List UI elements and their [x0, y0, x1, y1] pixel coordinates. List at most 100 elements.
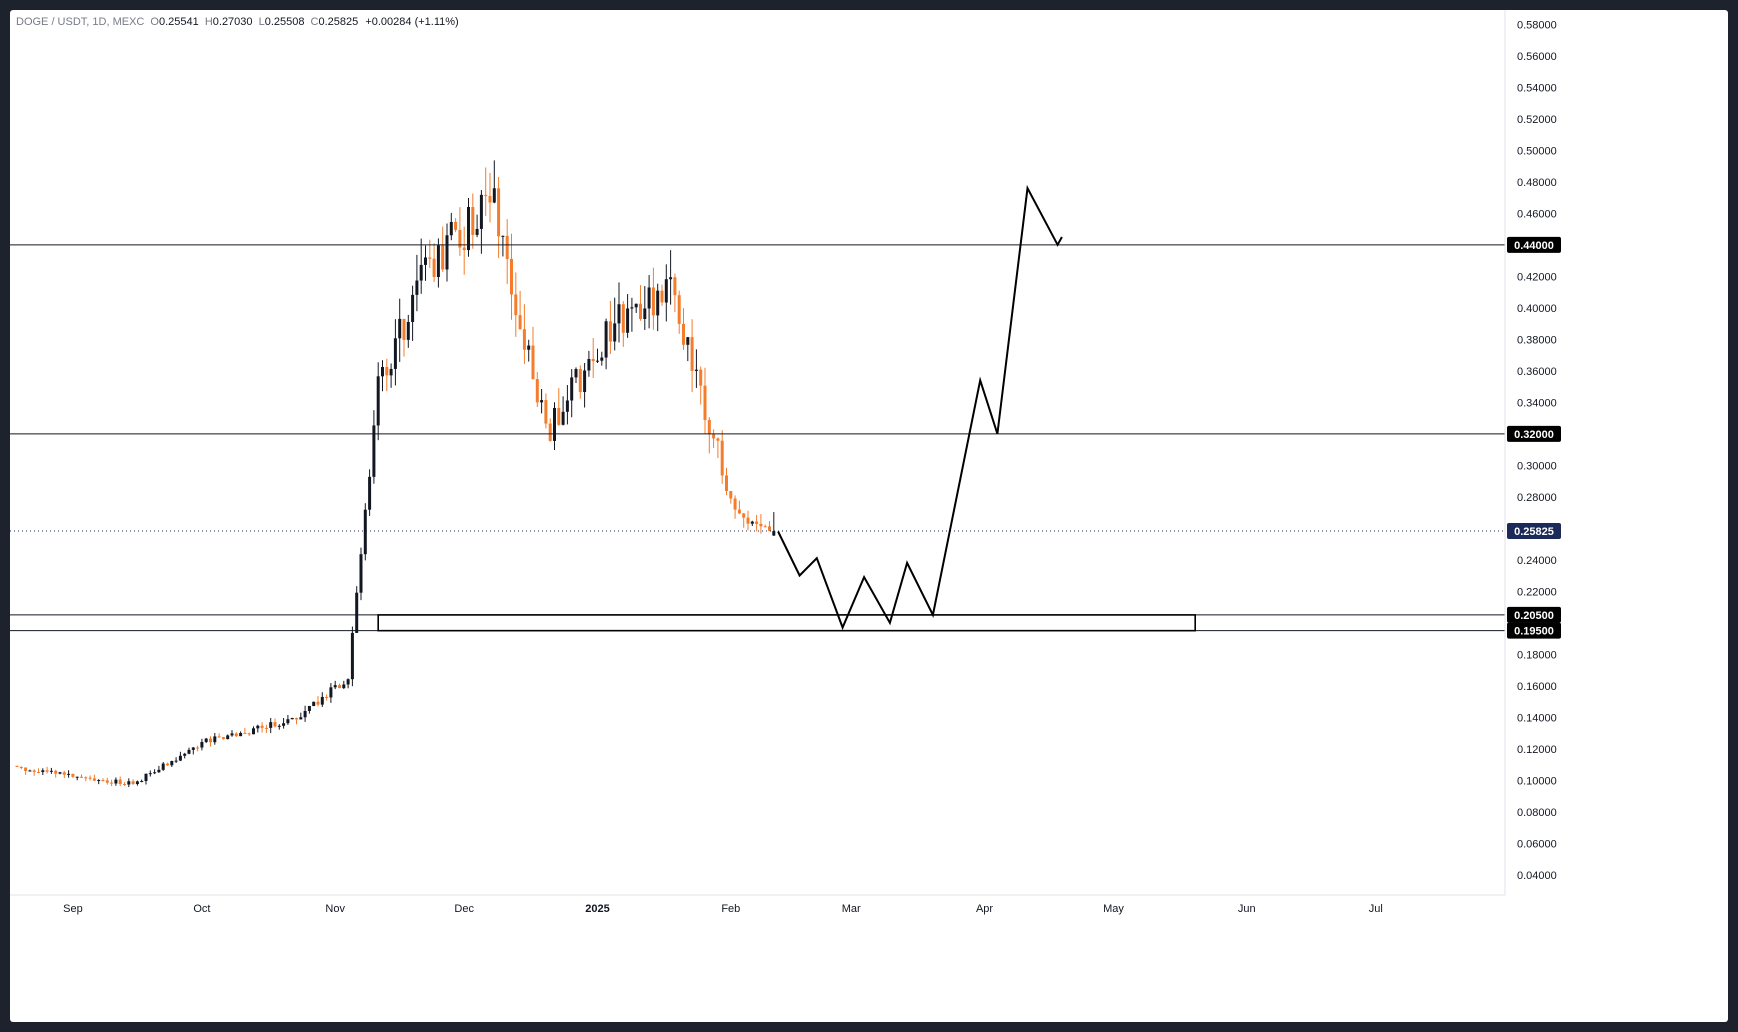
candle[interactable] — [273, 718, 277, 728]
candle[interactable] — [62, 770, 66, 779]
candle[interactable] — [677, 290, 681, 334]
candle[interactable] — [329, 683, 333, 703]
candle[interactable] — [153, 769, 157, 775]
candle[interactable] — [45, 766, 49, 774]
candle[interactable] — [591, 338, 595, 378]
candle[interactable] — [484, 167, 488, 216]
candle[interactable] — [221, 736, 225, 740]
candle[interactable] — [105, 777, 109, 785]
candle[interactable] — [346, 678, 350, 689]
candle[interactable] — [196, 745, 200, 752]
candle[interactable] — [643, 286, 647, 330]
candle[interactable] — [626, 294, 630, 338]
candle[interactable] — [660, 284, 664, 306]
candle[interactable] — [488, 172, 492, 223]
candle[interactable] — [381, 360, 384, 392]
candle[interactable] — [264, 724, 268, 734]
candle[interactable] — [733, 495, 737, 519]
candle[interactable] — [277, 724, 281, 730]
candle[interactable] — [505, 219, 509, 285]
candle[interactable] — [587, 350, 591, 377]
candle[interactable] — [445, 223, 449, 282]
candle[interactable] — [406, 314, 410, 348]
candle[interactable] — [123, 782, 126, 786]
candle[interactable] — [402, 318, 406, 357]
candle[interactable] — [415, 254, 419, 312]
candle[interactable] — [19, 766, 23, 770]
candle[interactable] — [522, 304, 526, 365]
candle[interactable] — [557, 388, 561, 426]
candle[interactable] — [458, 207, 462, 256]
candle[interactable] — [682, 308, 685, 350]
candle[interactable] — [320, 692, 324, 708]
candle[interactable] — [260, 722, 264, 733]
candle[interactable] — [621, 301, 625, 347]
candle[interactable] — [97, 779, 101, 785]
candle[interactable] — [350, 626, 354, 687]
candle[interactable] — [613, 297, 617, 351]
candle[interactable] — [471, 193, 475, 249]
candle[interactable] — [540, 388, 544, 414]
candle[interactable] — [574, 367, 578, 383]
candle[interactable] — [312, 701, 316, 707]
candle[interactable] — [570, 369, 574, 418]
candle[interactable] — [755, 514, 759, 532]
candle[interactable] — [299, 712, 303, 720]
candle[interactable] — [368, 469, 372, 516]
candle[interactable] — [24, 767, 28, 775]
candle[interactable] — [716, 437, 720, 459]
candle[interactable] — [178, 751, 182, 762]
symbol-name[interactable]: DOGE / USDT, 1D, MEXC — [16, 16, 145, 28]
candle[interactable] — [376, 362, 380, 441]
candle[interactable] — [226, 734, 230, 740]
candle[interactable] — [553, 402, 556, 450]
candle[interactable] — [737, 500, 741, 515]
candle[interactable] — [759, 514, 763, 534]
candle[interactable] — [514, 272, 518, 337]
candle[interactable] — [393, 319, 397, 386]
candle[interactable] — [71, 773, 75, 778]
candle[interactable] — [239, 731, 243, 737]
candle[interactable] — [118, 776, 122, 787]
candle[interactable] — [578, 365, 582, 399]
candle[interactable] — [127, 778, 131, 788]
candle[interactable] — [213, 732, 217, 745]
candle[interactable] — [307, 705, 311, 714]
candle[interactable] — [101, 778, 105, 782]
candle[interactable] — [630, 297, 634, 332]
candle[interactable] — [479, 190, 483, 254]
candle[interactable] — [157, 765, 161, 773]
candle[interactable] — [234, 732, 238, 737]
candle[interactable] — [518, 290, 522, 330]
candle[interactable] — [286, 715, 290, 725]
candle[interactable] — [359, 547, 363, 601]
candle[interactable] — [548, 418, 552, 442]
candle[interactable] — [608, 300, 612, 354]
candle[interactable] — [497, 176, 501, 258]
candle[interactable] — [699, 366, 703, 405]
candle[interactable] — [389, 363, 393, 388]
candle[interactable] — [88, 775, 92, 781]
candle[interactable] — [462, 226, 466, 275]
price-axis[interactable]: 0.58000 0.56000 0.54000 0.52000 0.50000 0.480… — [1504, 10, 1557, 895]
candle[interactable] — [419, 238, 423, 294]
candle[interactable] — [295, 717, 298, 725]
candle[interactable] — [170, 760, 174, 768]
candle[interactable] — [372, 410, 376, 484]
candle[interactable] — [544, 393, 548, 429]
candle[interactable] — [80, 774, 83, 778]
candle[interactable] — [750, 520, 754, 527]
candle[interactable] — [492, 160, 496, 204]
candle[interactable] — [768, 521, 771, 532]
candle[interactable] — [75, 776, 79, 781]
candle[interactable] — [428, 239, 432, 269]
candle[interactable] — [475, 214, 479, 238]
candle[interactable] — [15, 765, 19, 768]
candle[interactable] — [772, 512, 776, 537]
candle[interactable] — [535, 372, 539, 407]
candle[interactable] — [230, 730, 234, 737]
candle[interactable] — [647, 275, 651, 329]
candle[interactable] — [316, 696, 320, 707]
candle[interactable] — [166, 762, 169, 766]
candle[interactable] — [256, 724, 260, 733]
